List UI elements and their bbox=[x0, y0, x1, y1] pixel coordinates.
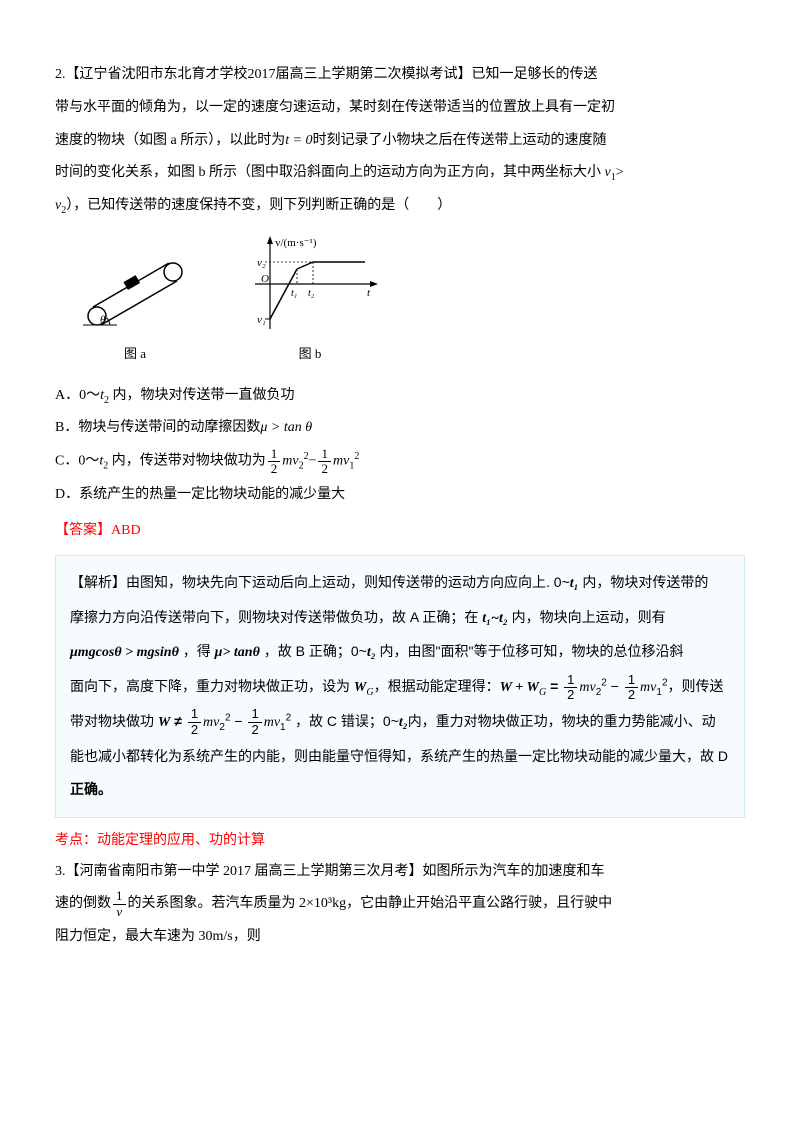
q3l2a: 速的倒数 bbox=[55, 896, 111, 911]
q3l2b: 的关系图象。若汽车质量为 2×10³kg，它由静止开始沿平直公路行驶，且行驶中 bbox=[128, 896, 613, 911]
m2: m bbox=[333, 454, 343, 469]
at1t2: t₁~t₂ bbox=[482, 611, 508, 626]
fig-b-caption: 图 b bbox=[299, 340, 322, 369]
al3d: ，故 B 正确；0~ bbox=[260, 643, 367, 659]
optC-mid: 内，传送带对物块做功为 bbox=[108, 454, 266, 469]
graph-t2: t₂ bbox=[308, 288, 315, 299]
analysis-box: 【解析】由图知，物块先向下运动后向上运动，则知传送带的运动方向应向上. 0~t₁… bbox=[55, 555, 745, 818]
analysis-l3: μmgcosθ > mgsinθ ，得 μ> tanθ ，故 B 正确；0~t₂… bbox=[70, 635, 730, 670]
al3e: 内，由图"面积"等于位移可知，物块的总位移沿斜 bbox=[376, 643, 684, 659]
afrac1: 12 bbox=[564, 673, 577, 703]
graph-v2: v₂ bbox=[257, 257, 266, 269]
al3c: μ> tanθ bbox=[215, 645, 260, 660]
q2-line1: 2.【辽宁省沈阳市东北育才学校2017届高三上学期第二次模拟考试】已知一足够长的… bbox=[55, 60, 745, 91]
al5a: 带对物块做功 bbox=[70, 713, 158, 729]
q3-line1: 3.【河南省南阳市第一中学 2017 届高三上学期第三次月考】如图所示为汽车的加… bbox=[55, 857, 745, 888]
den2: 2 bbox=[318, 462, 331, 476]
al2a: 摩擦力方向沿传送带向下，则物块对传送带做负功，故 A 正确；在 bbox=[70, 609, 482, 625]
frac-half-1: 12 bbox=[268, 447, 281, 477]
num1: 1 bbox=[268, 447, 281, 462]
graph-xlabel: t bbox=[367, 287, 371, 299]
t-eq-0: t = 0 bbox=[285, 133, 312, 148]
analysis-l2: 摩擦力方向沿传送带向下，则物块对传送带做负功，故 A 正确；在 t₁~t₂ 内，… bbox=[70, 601, 730, 636]
at2: t₂ bbox=[367, 645, 376, 660]
minus1: − bbox=[309, 454, 317, 469]
topic-line: 考点：动能定理的应用、功的计算 bbox=[55, 826, 745, 857]
al1b: 内，物块对传送带的 bbox=[579, 574, 709, 590]
al5c: 内，重力对物块做正功，物块的重力势能减小、动 bbox=[408, 713, 716, 729]
analysis-l7: 正确。 bbox=[70, 773, 730, 807]
analysis-l5: 带对物块做功 W ≠ 12mv22 − 12mv12 ，故 C 错误；0~t₂内… bbox=[70, 705, 730, 740]
awgs: G bbox=[366, 687, 373, 698]
al4c: ，则传送 bbox=[668, 678, 724, 694]
analysis-l4: 面向下，高度下降，重力对物块做正功，设为 WG，根据动能定理得：W + WG =… bbox=[70, 670, 730, 705]
q3-frac: 1v bbox=[113, 889, 126, 919]
fig-a-caption: 图 a bbox=[124, 340, 146, 369]
optB-prefix: B．物块与传送带间的动摩擦因数 bbox=[55, 420, 260, 435]
figure-a: θ 图 a bbox=[75, 254, 195, 369]
graph-v1: v₁ bbox=[257, 314, 266, 326]
q2-line5: v2），已知传送带的速度保持不变，则下列判断正确的是（ ） bbox=[55, 191, 745, 222]
figure-b: v/(m·s⁻¹) t v₂ v₁ O t₁ t₂ 图 b bbox=[235, 234, 385, 369]
conveyor-belt-diagram: θ bbox=[75, 254, 195, 334]
q2-line3-a: 速度的物块（如图 a 所示），以此时为 bbox=[55, 133, 285, 148]
al4b: ，根据动能定理得： bbox=[374, 678, 500, 694]
figures-row: θ 图 a v/(m·s⁻¹) t v₂ v₁ O t₁ t₂ 图 b bbox=[75, 234, 745, 369]
q2-line4-a: 时间的变化关系，如图 b 所示（图中取沿斜面向上的运动方向为正方向，其中两坐标大… bbox=[55, 165, 605, 180]
al3b: ，得 bbox=[179, 643, 215, 659]
q2-line4: 时间的变化关系，如图 b 所示（图中取沿斜面向上的运动方向为正方向，其中两坐标大… bbox=[55, 158, 745, 189]
answer-line: 【答案】ABD bbox=[55, 516, 745, 547]
al2b: 内，物块向上运动，则有 bbox=[508, 609, 666, 625]
q3den: v bbox=[113, 905, 126, 919]
frac-half-2: 12 bbox=[318, 447, 331, 477]
at2b: t₂ bbox=[399, 715, 408, 730]
al4a: 面向下，高度下降，重力对物块做正功，设为 bbox=[70, 678, 354, 694]
num2: 1 bbox=[318, 447, 331, 462]
option-a: A．0～t2 内，物块对传送带一直做负功 bbox=[55, 381, 745, 412]
q3-line2: 速的倒数1v的关系图象。若汽车质量为 2×10³kg，它由静止开始沿平直公路行驶… bbox=[55, 889, 745, 920]
q3-line3: 阻力恒定，最大车速为 30m/s，则 bbox=[55, 922, 745, 953]
q2-line3: 速度的物块（如图 a 所示），以此时为t = 0时刻记录了小物块之后在传送带上运… bbox=[55, 126, 745, 157]
aeq: = bbox=[546, 678, 562, 694]
al5b: ，故 C 错误；0~ bbox=[291, 713, 399, 729]
q2-line2: 带与水平面的倾角为，以一定的速度匀速运动，某时刻在传送带适当的位置放上具有一定初 bbox=[55, 93, 745, 124]
theta-label: θ bbox=[100, 314, 106, 326]
graph-t1: t₁ bbox=[291, 288, 297, 299]
al3a: μmgcosθ > mgsinθ bbox=[70, 645, 179, 660]
optB-mu: μ > tan θ bbox=[260, 420, 312, 435]
analysis-l6: 能也减小都转化为系统产生的内能，则由能量守恒得知，系统产生的热量一定比物块动能的… bbox=[70, 740, 730, 774]
aw: W bbox=[158, 715, 170, 730]
q2-line5-a: ），已知传送带的速度保持不变，则下列判断正确的是（ ） bbox=[66, 198, 451, 213]
velocity-time-graph: v/(m·s⁻¹) t v₂ v₁ O t₁ t₂ bbox=[235, 234, 385, 334]
q3num: 1 bbox=[113, 889, 126, 904]
graph-ylabel: v/(m·s⁻¹) bbox=[275, 237, 317, 249]
gt: > bbox=[616, 165, 624, 180]
den1: 2 bbox=[268, 462, 281, 476]
afrac4: 12 bbox=[248, 707, 261, 737]
aneq: ≠ bbox=[170, 713, 185, 729]
al1a: 【解析】由图知，物块先向下运动后向上运动，则知传送带的运动方向应向上. 0~ bbox=[70, 574, 570, 590]
graph-O: O bbox=[261, 273, 269, 285]
v1csub: 1 bbox=[349, 461, 354, 472]
option-c: C．0～t2 内，传送带对物块做功为12mv22−12mv12 bbox=[55, 446, 745, 477]
q2-line3-b: 时刻记录了小物块之后在传送带上运动的速度随 bbox=[313, 133, 607, 148]
awpwg: W + W bbox=[500, 680, 539, 695]
at1: t₁ bbox=[570, 576, 579, 591]
option-b: B．物块与传送带间的动摩擦因数μ > tan θ bbox=[55, 413, 745, 444]
m1: m bbox=[282, 454, 292, 469]
afrac3: 12 bbox=[188, 707, 201, 737]
optC-prefix: C．0～ bbox=[55, 454, 99, 469]
afrac2: 12 bbox=[625, 673, 638, 703]
optA-suffix: 内，物块对传送带一直做负功 bbox=[109, 388, 295, 403]
answer-value: ABD bbox=[111, 523, 141, 538]
optA-prefix: A．0～ bbox=[55, 388, 100, 403]
option-d: D．系统产生的热量一定比物块动能的减少量大 bbox=[55, 480, 745, 511]
awg: W bbox=[354, 680, 366, 695]
answer-label: 【答案】 bbox=[55, 523, 111, 538]
analysis-l1: 【解析】由图知，物块先向下运动后向上运动，则知传送带的运动方向应向上. 0~t₁… bbox=[70, 566, 730, 601]
v2csub: 2 bbox=[299, 461, 304, 472]
